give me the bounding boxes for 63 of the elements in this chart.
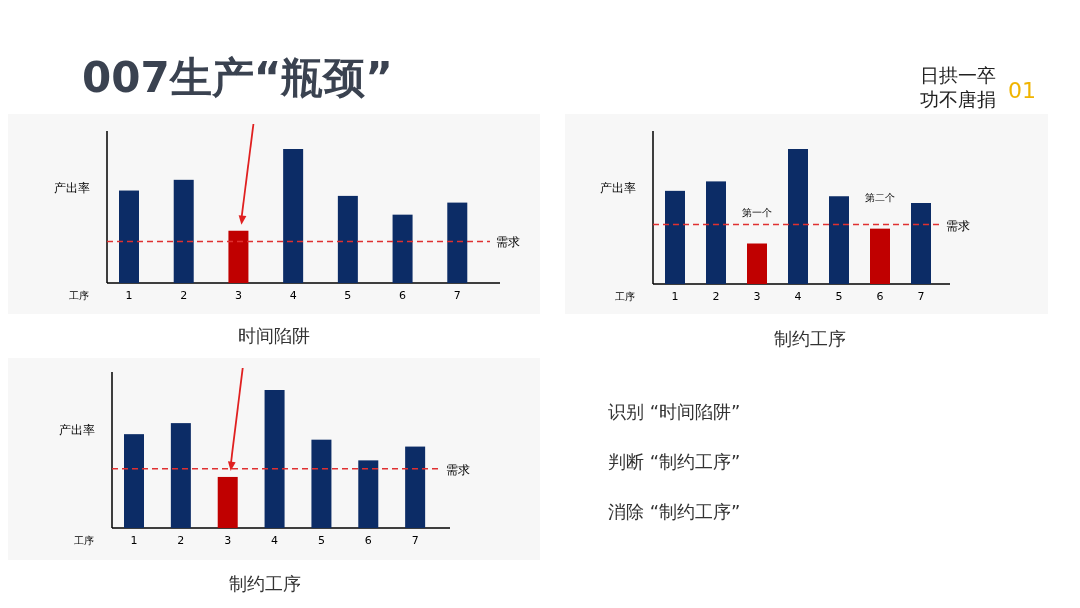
x-tick-label: 5 [317,534,325,547]
x-axis-title: 工序 [69,290,89,301]
bar [788,149,808,284]
x-tick-label: 4 [794,290,802,303]
x-axis-title: 工序 [74,535,94,546]
x-tick-label: 4 [271,534,279,547]
bar [170,423,191,528]
bar [217,476,238,528]
bar [119,190,139,283]
text: 007生产“瓶颈” [82,53,393,102]
x-tick-label: 6 [876,290,884,303]
bar [706,181,726,284]
x-tick-label: 3 [224,534,232,547]
text: 制约工序 [229,573,301,594]
x-tick-label: 3 [234,289,242,302]
bar [264,390,285,528]
bar [228,230,249,283]
x-tick-label: 1 [671,290,679,303]
bar [311,439,332,528]
bar [911,203,931,284]
ref-line-label: 需求 [496,235,520,250]
x-tick-label: 5 [344,289,352,302]
ref-line-label: 需求 [446,462,470,477]
x-tick-label: 1 [130,534,138,547]
annotation: 第一个 [742,206,772,218]
y-axis-title: 产出率 [600,181,636,196]
text: 识别 “时间陷阱” [608,401,741,422]
x-tick-label: 7 [917,290,925,303]
x-tick-label: 1 [125,289,133,302]
bar [447,202,468,283]
text: 判断 “制约工序” [608,451,741,472]
x-tick-label: 6 [364,534,372,547]
bar [283,149,304,283]
x-tick-label: 5 [835,290,843,303]
bar [665,190,685,284]
text: 功不唐捐 [920,88,996,110]
x-tick-label: 3 [753,290,761,303]
text: 制约工序 [774,328,846,349]
x-tick-label: 2 [180,289,188,302]
x-tick-label: 7 [453,289,461,302]
ref-line-label: 需求 [946,218,970,233]
bar [405,446,426,528]
annotation: 第二个 [865,191,895,203]
y-axis-title: 产出率 [59,423,95,438]
text: 消除 “制约工序” [608,501,741,522]
y-axis-title: 产出率 [54,180,90,195]
text: 01 [1008,78,1036,103]
x-tick-label: 2 [177,534,185,547]
x-tick-label: 7 [411,534,419,547]
x-tick-label: 6 [399,289,407,302]
bar [392,214,413,283]
bar [870,228,890,284]
bar [358,460,379,528]
bar [337,195,358,283]
bar [829,196,849,284]
x-tick-label: 4 [289,289,297,302]
x-axis-title: 工序 [615,291,635,302]
text: 时间陷阱 [238,325,310,346]
text: 日拱一卒 [920,64,996,86]
bar [173,179,194,283]
bar [747,243,767,284]
x-tick-label: 2 [712,290,720,303]
bar [124,434,144,528]
